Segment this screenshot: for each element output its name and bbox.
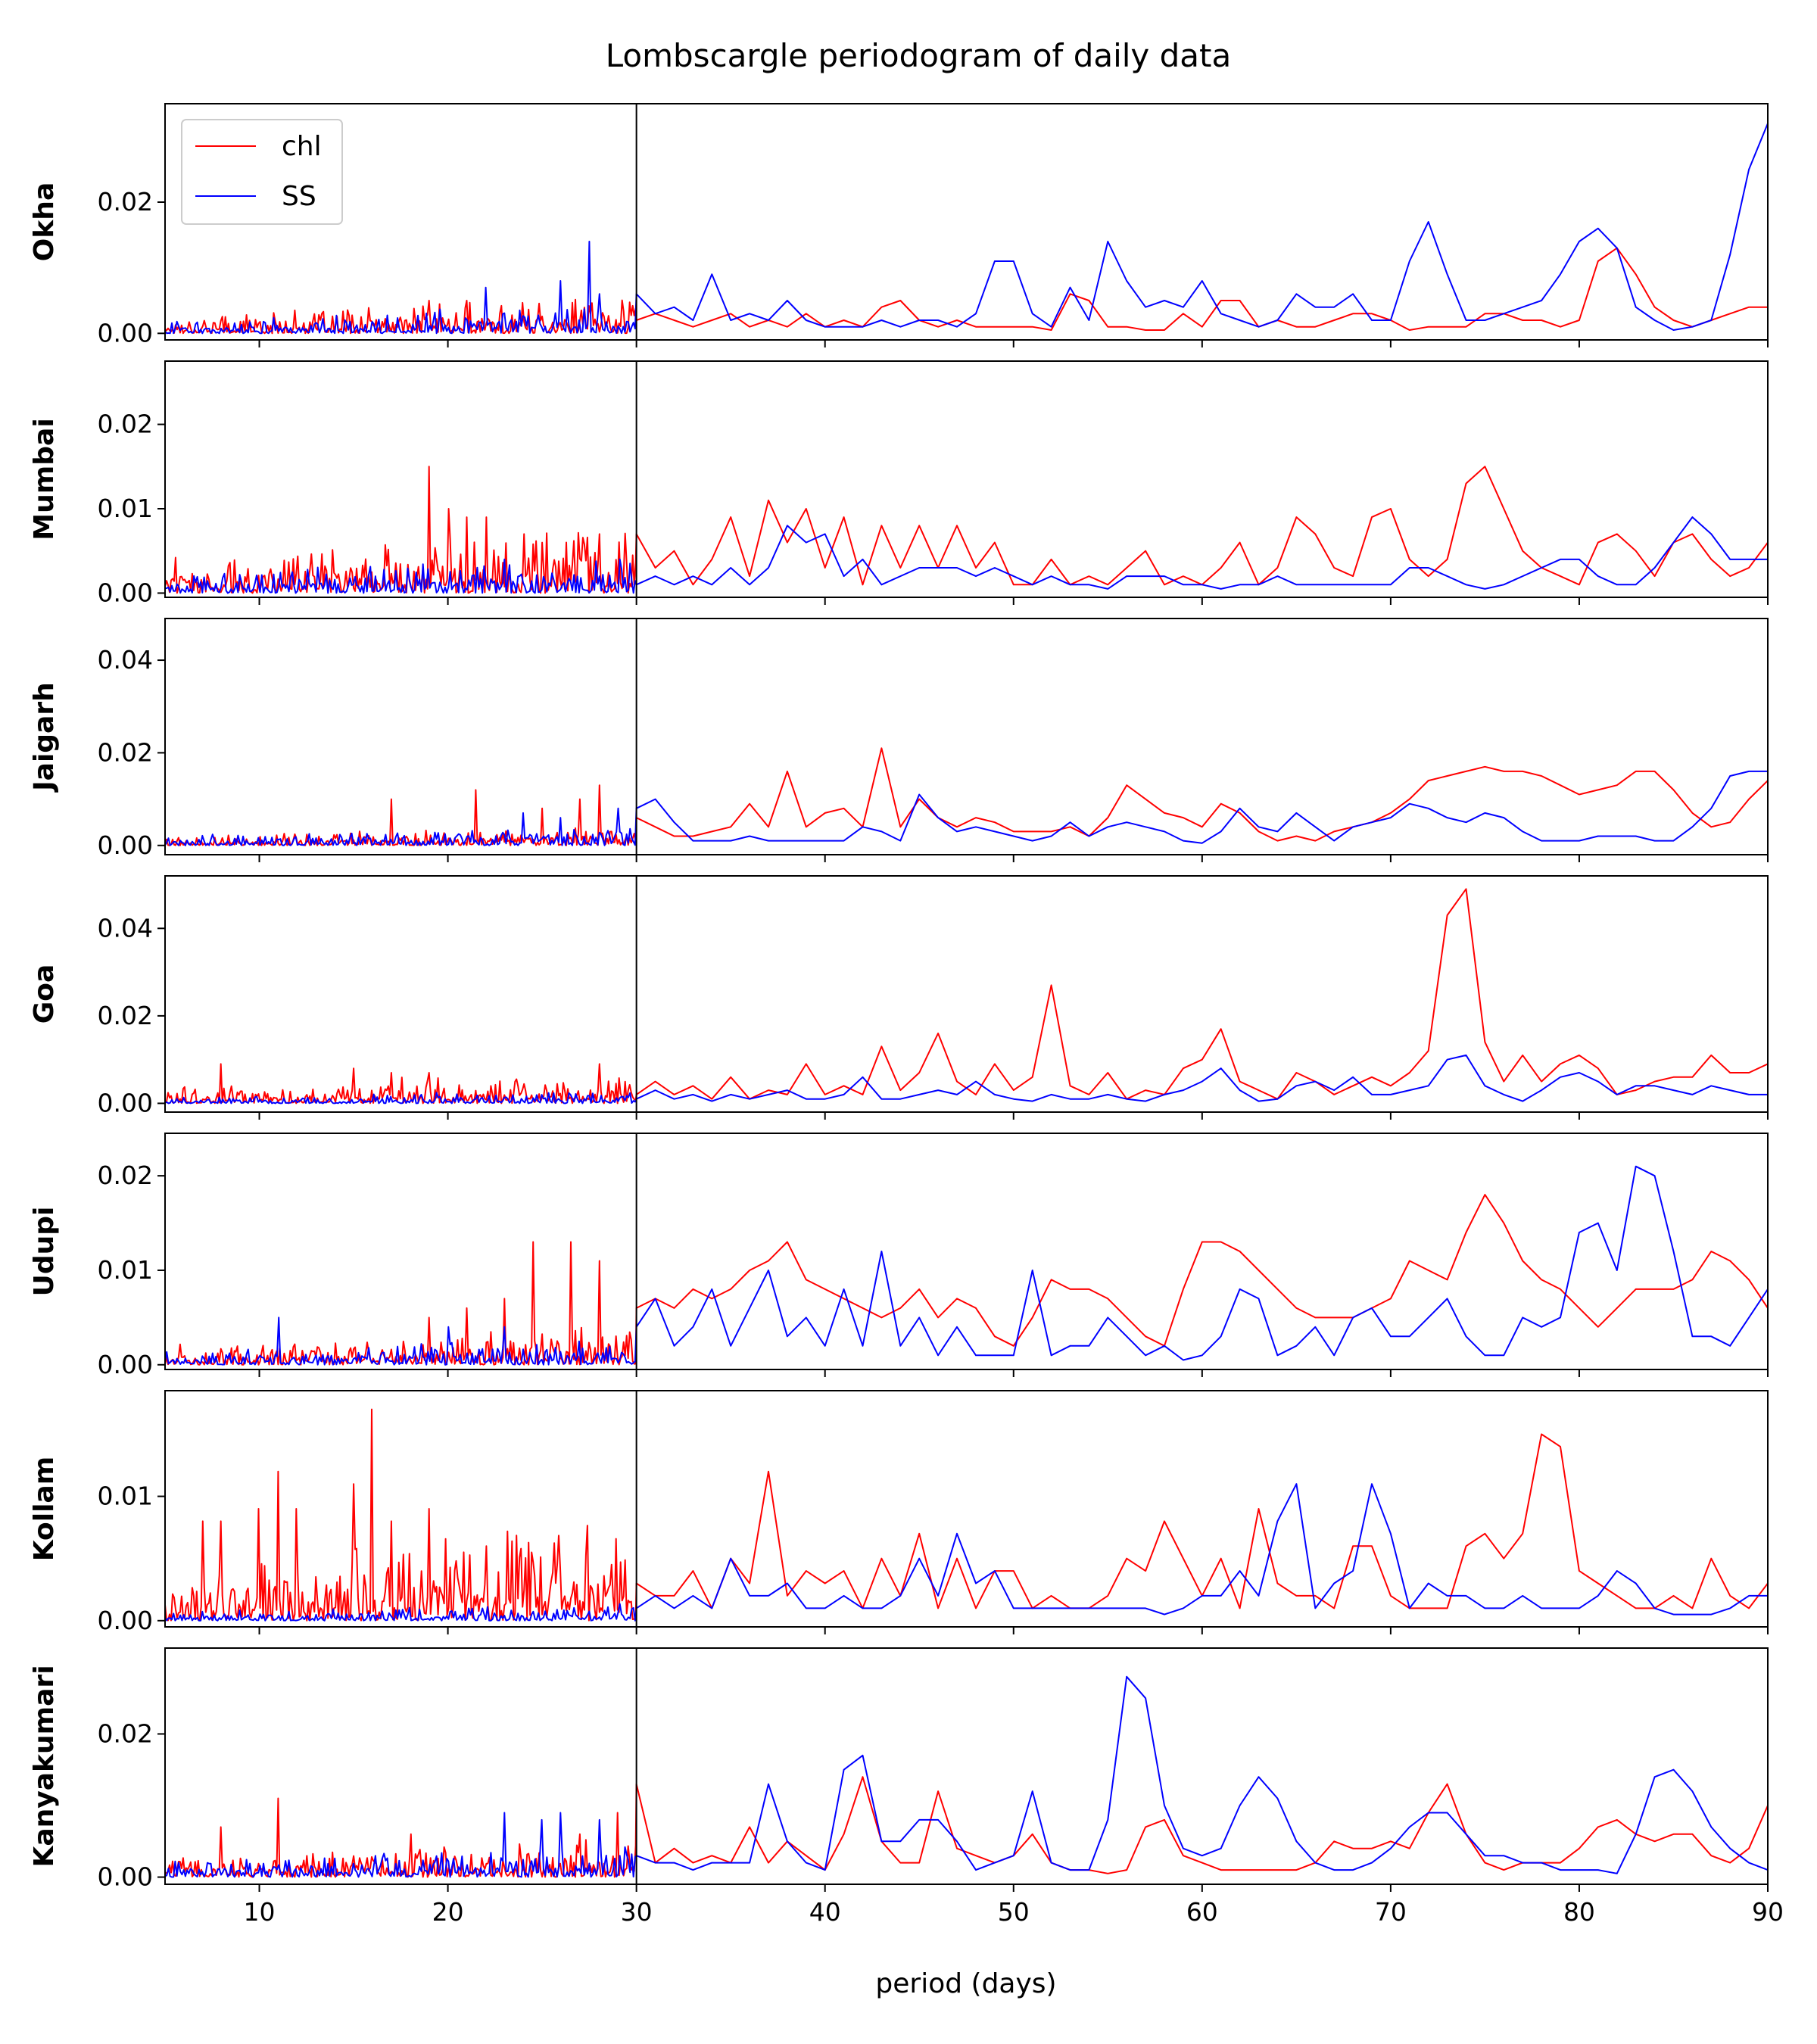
y-tick-label: 0.01: [98, 494, 153, 523]
series-chl-line: [165, 1194, 1768, 1366]
legend-label-ss: SS: [282, 181, 316, 212]
series-chl-line: [165, 888, 1768, 1105]
y-tick-label: 0.02: [98, 1001, 153, 1030]
axes-frame: [164, 1390, 1769, 1628]
y-tick-label: 0.00: [98, 578, 153, 607]
x-tick-label: 10: [244, 1897, 276, 1927]
y-tick-label: 0.01: [98, 1255, 153, 1285]
series-chl-line: [165, 747, 1768, 846]
axes-frame: [164, 1133, 1769, 1370]
panels-group: 0.000.02Okha0.000.010.02Mumbai0.000.020.…: [29, 103, 1784, 1927]
panel-goa: 0.00 0.02 0.04 Goa: [29, 875, 1769, 1120]
axes-frame: [164, 360, 1769, 598]
x-tick-label: 40: [809, 1897, 841, 1927]
panel-label-okha: Okha: [29, 182, 60, 261]
x-tick-label: 60: [1186, 1897, 1218, 1927]
x-tick-label: 30: [621, 1897, 653, 1927]
y-tick-label: 0.00: [98, 1606, 153, 1635]
axes-frame: [164, 103, 1769, 341]
series-chl-line: [165, 247, 1768, 335]
series-ss-line: [165, 1675, 1768, 1878]
panel-label-mumbai: Mumbai: [29, 418, 60, 540]
panel-label-kanyakumari: Kanyakumari: [29, 1665, 60, 1867]
y-tick-label: 0.00: [98, 830, 153, 860]
y-tick-label: 0.04: [98, 645, 153, 675]
panel-lines: [165, 888, 1768, 1105]
series-ss-line: [165, 1483, 1768, 1622]
panel-lines: [165, 1408, 1768, 1622]
y-tick-label: 0.02: [98, 187, 153, 217]
panel-lines: [165, 747, 1768, 846]
panel-lines: [165, 1165, 1768, 1366]
y-tick-label: 0.04: [98, 913, 153, 943]
series-ss-line: [165, 1165, 1768, 1366]
panel-udupi: 0.00 0.01 0.02 Udupi: [29, 1133, 1769, 1379]
series-chl-line: [165, 466, 1768, 594]
series-ss-line: [165, 1054, 1768, 1105]
panel-label-kollam: Kollam: [29, 1457, 60, 1561]
legend: chl SS: [181, 119, 343, 225]
panel-label-udupi: Udupi: [29, 1207, 60, 1297]
y-tick-label: 0.02: [98, 1161, 153, 1190]
chart-title: Lombscargle periodogram of daily data: [606, 37, 1232, 74]
panel-lines: [165, 1675, 1768, 1878]
x-tick-label: 20: [432, 1897, 464, 1927]
x-axis-label: period (days): [875, 1968, 1056, 1999]
series-ss-line: [165, 516, 1768, 594]
series-ss-line: [165, 770, 1768, 846]
panel-label-jaigarh: Jaigarh: [29, 682, 60, 793]
legend-label-chl: chl: [282, 131, 322, 162]
axes-frame: [164, 1647, 1769, 1885]
y-tick-label: 0.02: [98, 1718, 153, 1748]
y-tick-label: 0.00: [98, 1862, 153, 1892]
y-tick-label: 0.02: [98, 737, 153, 767]
x-tick-label: 70: [1375, 1897, 1407, 1927]
x-tick-label: 90: [1752, 1897, 1784, 1927]
panel-kanyakumari: 0.00 0.02 10 20 30 40 50 60 70 80 90 Kanyakumari: [29, 1647, 1784, 1927]
panel-kollam: 0.00 0.01 Kollam: [29, 1390, 1769, 1635]
panel-lines: [165, 466, 1768, 594]
axes-frame: [164, 618, 1769, 855]
panel-okha: 0.00 0.02 Okha: [29, 103, 1769, 347]
panel-mumbai: 0.00 0.01 0.02 Mumbai: [29, 360, 1769, 607]
y-tick-label: 0.02: [98, 410, 153, 439]
y-tick-label: 0.01: [98, 1482, 153, 1511]
y-tick-label: 0.00: [98, 318, 153, 347]
series-ss-line: [165, 123, 1768, 335]
axes-frame: [164, 875, 1769, 1113]
x-tick-label: 80: [1563, 1897, 1595, 1927]
panel-lines: [165, 123, 1768, 335]
y-tick-label: 0.00: [98, 1088, 153, 1117]
y-tick-label: 0.00: [98, 1350, 153, 1379]
panel-label-goa: Goa: [29, 964, 60, 1024]
x-tick-label: 50: [998, 1897, 1030, 1927]
series-chl-line: [165, 1408, 1768, 1622]
panel-jaigarh: 0.00 0.02 0.04 Jaigarh: [29, 618, 1769, 862]
